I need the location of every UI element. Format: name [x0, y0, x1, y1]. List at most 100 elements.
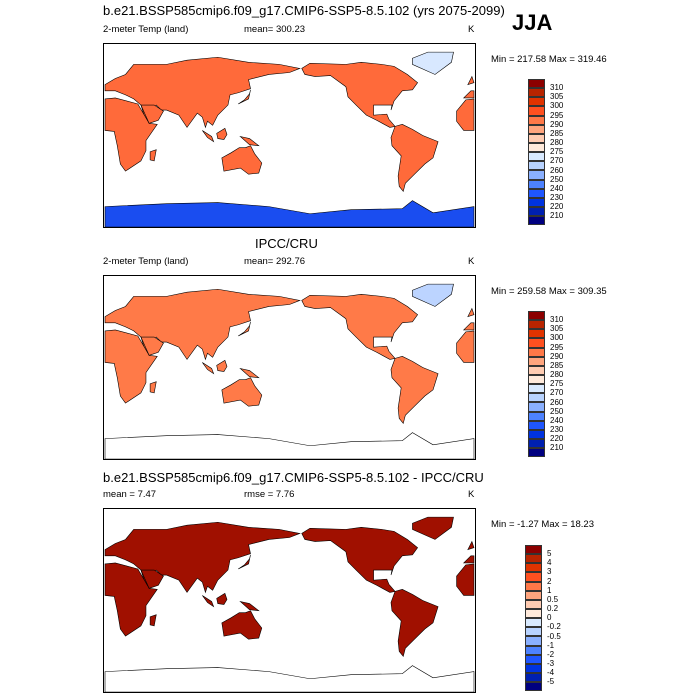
- colorbar: [528, 79, 545, 226]
- land-greenland: [412, 283, 454, 307]
- land-wafrica: [456, 330, 475, 363]
- land-sumatra: [202, 130, 215, 143]
- colorbar-tick-label: 240: [550, 183, 564, 193]
- colorbar-box: [528, 393, 545, 403]
- colorbar-tick-label: 295: [550, 110, 564, 120]
- land-borneo: [216, 592, 228, 605]
- colorbar-box: [528, 97, 545, 107]
- panel-title: b.e21.BSSP585cmip6.f09_g17.CMIP6-SSP5-8.…: [103, 470, 484, 485]
- land-greenland: [412, 51, 454, 75]
- colorbar-box: [528, 356, 545, 366]
- land-antarctica: [104, 432, 475, 459]
- land-madagascar: [149, 381, 157, 394]
- colorbar-box: [525, 672, 542, 683]
- colorbar-box: [528, 384, 545, 394]
- panel-title: IPCC/CRU: [255, 236, 318, 251]
- colorbar-tick-label: 0: [547, 613, 552, 623]
- land-sumatra: [202, 595, 215, 608]
- colorbar-tick-label: 305: [550, 92, 564, 102]
- colorbar-box: [528, 170, 545, 180]
- colorbar-box: [525, 545, 542, 555]
- colorbar: [525, 545, 542, 692]
- colorbar-tick-label: 300: [550, 333, 564, 343]
- colorbar-box: [528, 365, 545, 375]
- colorbar-box: [525, 554, 542, 564]
- land-madagascar: [149, 149, 157, 162]
- colorbar-tick-label: 1: [547, 585, 552, 595]
- colorbar-box: [528, 438, 545, 449]
- map-2: [103, 508, 476, 693]
- colorbar-box: [528, 188, 545, 198]
- colorbar-box: [528, 320, 545, 330]
- colorbar-tick-label: 270: [550, 156, 564, 166]
- colorbar-box: [525, 654, 542, 664]
- colorbar-tick-label: 250: [550, 406, 564, 416]
- colorbar-box: [528, 338, 545, 348]
- colorbar-tick-label: -0.2: [547, 622, 561, 632]
- land-nguinea: [239, 135, 260, 147]
- colorbar-tick-label: 2: [547, 576, 552, 586]
- colorbar-box: [528, 448, 545, 458]
- panel-left-label: 2-meter Temp (land): [103, 24, 189, 35]
- land-iberia: [462, 322, 475, 331]
- colorbar-tick-label: 280: [550, 138, 564, 148]
- colorbar-box: [525, 563, 542, 573]
- colorbar-tick-label: 305: [550, 324, 564, 334]
- colorbar-box: [525, 581, 542, 591]
- map-0: [103, 43, 476, 228]
- min-max-label: Min = 259.58 Max = 309.35: [491, 286, 607, 297]
- land-australia: [221, 377, 263, 407]
- panel-center-label: rmse = 7.76: [244, 489, 295, 500]
- colorbar-tick-label: 260: [550, 165, 564, 175]
- colorbar-box: [525, 608, 542, 619]
- land-uk: [467, 75, 475, 86]
- land-arabia: [140, 104, 164, 124]
- land-samerica: [390, 356, 439, 425]
- colorbar-box: [528, 197, 545, 207]
- land-samerica: [390, 589, 439, 658]
- panel-center-label: mean= 300.23: [244, 24, 306, 35]
- land-africa: [104, 97, 158, 172]
- colorbar-tick-label: 230: [550, 192, 564, 202]
- colorbar-box: [525, 627, 542, 637]
- land-borneo: [216, 127, 228, 140]
- land-samerica: [390, 124, 439, 193]
- land-antarctica: [104, 200, 475, 227]
- colorbar-tick-label: 220: [550, 202, 564, 212]
- land-japan: [238, 554, 251, 570]
- min-max-label: Min = -1.27 Max = 18.23: [491, 519, 594, 530]
- colorbar-box: [528, 216, 545, 226]
- land-madagascar: [149, 614, 157, 627]
- land-japan: [238, 321, 251, 337]
- colorbar-box: [528, 133, 545, 143]
- season-label: JJA: [512, 10, 553, 35]
- colorbar-box: [528, 206, 545, 217]
- colorbar-box: [525, 663, 542, 673]
- colorbar-tick-label: 280: [550, 370, 564, 380]
- units-label: K: [468, 489, 475, 500]
- colorbar-tick-label: 290: [550, 119, 564, 129]
- panel-left-label: mean = 7.47: [103, 489, 157, 500]
- colorbar-tick-label: 240: [550, 415, 564, 425]
- colorbar-box: [525, 636, 542, 646]
- colorbar-box: [528, 429, 545, 439]
- land-uk: [467, 307, 475, 318]
- colorbar-box: [528, 420, 545, 430]
- colorbar-tick-label: 290: [550, 351, 564, 361]
- colorbar-tick-label: 260: [550, 397, 564, 407]
- min-max-label: Min = 217.58 Max = 319.46: [491, 54, 607, 65]
- land-nguinea: [239, 600, 260, 612]
- land-greenland: [412, 516, 454, 540]
- colorbar-box: [525, 590, 542, 600]
- land-japan: [238, 89, 251, 105]
- land-australia: [221, 610, 263, 640]
- colorbar-box: [528, 124, 545, 134]
- colorbar-box: [528, 106, 545, 116]
- land-namerica: [301, 62, 419, 128]
- land-nguinea: [239, 367, 260, 379]
- colorbar-tick-label: -5: [547, 677, 555, 687]
- land-iberia: [462, 555, 475, 564]
- colorbar-tick-label: -4: [547, 668, 555, 678]
- panel-title: b.e21.BSSP585cmip6.f09_g17.CMIP6-SSP5-8.…: [103, 3, 505, 18]
- colorbar-tick-label: 300: [550, 101, 564, 111]
